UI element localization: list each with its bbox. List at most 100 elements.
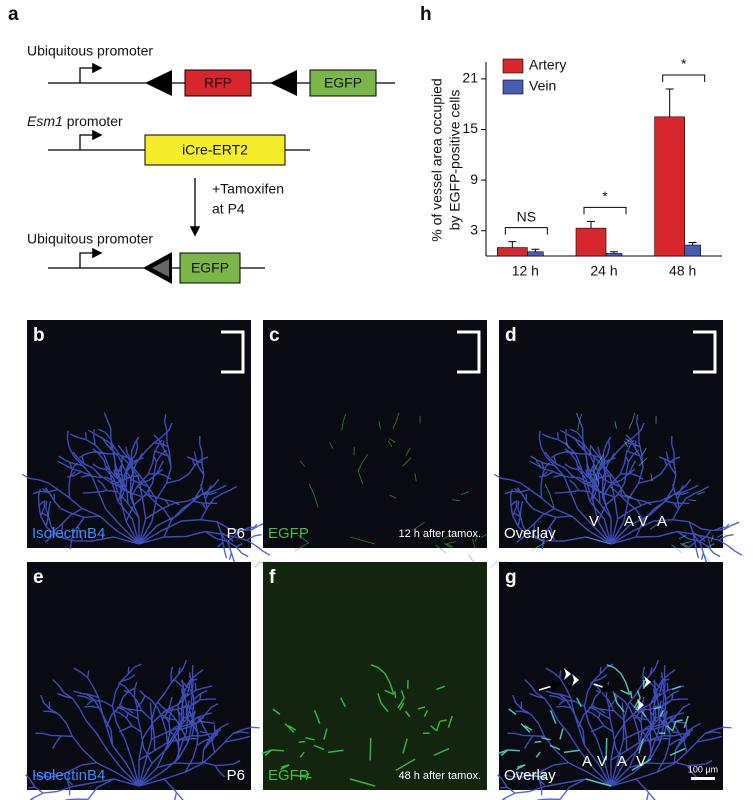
error-bar bbox=[610, 251, 618, 254]
stain-label: Overlay bbox=[504, 525, 556, 542]
vessel-marker: A bbox=[657, 513, 667, 530]
vessel-network bbox=[25, 659, 260, 800]
promoter-suffix: promoter bbox=[67, 113, 123, 129]
gene-label: EGFP bbox=[191, 260, 229, 276]
gene-box bbox=[184, 69, 252, 97]
gene-name: Esm1 bbox=[27, 113, 63, 129]
significance-bracket bbox=[583, 206, 627, 215]
panel-letter: h bbox=[420, 4, 432, 25]
significance-bracket bbox=[662, 74, 706, 82]
panel-letter: e bbox=[33, 567, 44, 588]
loxp bbox=[270, 70, 297, 96]
legend-swatch bbox=[502, 58, 524, 74]
x-tick-label: 12 h bbox=[512, 263, 539, 279]
stain-label: IsolectinB4 bbox=[32, 525, 105, 542]
promoter-arrow bbox=[79, 62, 103, 83]
arrowhead bbox=[572, 674, 579, 686]
vessel-marker: V bbox=[589, 513, 599, 530]
panel-letter: a bbox=[8, 4, 19, 25]
arrow bbox=[538, 680, 562, 693]
loxp bbox=[152, 259, 169, 277]
legend-label: Vein bbox=[529, 78, 556, 94]
vessel-marker: V bbox=[636, 753, 646, 770]
vessel-marker: A bbox=[617, 753, 627, 770]
stain-label: EGFP bbox=[268, 525, 309, 542]
panel-note: 48 h after tamox. bbox=[398, 770, 481, 782]
arrowhead bbox=[644, 676, 651, 688]
panel-letter: d bbox=[505, 325, 517, 346]
panel-background bbox=[499, 562, 723, 790]
significance-label: * bbox=[681, 56, 687, 72]
gene-box bbox=[179, 252, 241, 284]
legend-label: Artery bbox=[529, 57, 566, 73]
region-bracket bbox=[221, 330, 245, 374]
bar bbox=[527, 251, 544, 257]
arrow bbox=[593, 681, 614, 693]
error-bar bbox=[688, 242, 697, 246]
vessel-marker: A bbox=[582, 753, 592, 770]
promoter-label: Esm1 promoter bbox=[27, 113, 123, 129]
vessel-network bbox=[21, 412, 271, 568]
treatment-label: +Tamoxifen bbox=[212, 181, 284, 197]
stain-label: IsolectinB4 bbox=[32, 767, 105, 784]
gene-box bbox=[309, 69, 377, 97]
region-bracket bbox=[693, 330, 717, 374]
error-bar bbox=[531, 248, 540, 252]
bar bbox=[654, 116, 685, 257]
significance-label: * bbox=[602, 188, 608, 204]
stain-label: Overlay bbox=[504, 767, 556, 784]
image-panel: c EGFP 12 h after tamox. bbox=[254, 320, 488, 568]
panel-note: P6 bbox=[227, 525, 245, 542]
vessel-marker: V bbox=[638, 513, 648, 530]
panel-note: P6 bbox=[227, 767, 245, 784]
vessel-marker: V bbox=[597, 753, 607, 770]
panel-letter: c bbox=[269, 325, 280, 346]
image-panel: b IsolectinB4 P6 bbox=[21, 320, 271, 568]
panel-letter: g bbox=[505, 567, 517, 588]
region-bracket bbox=[457, 330, 481, 374]
arrowhead bbox=[637, 699, 644, 711]
significance-bracket bbox=[504, 227, 548, 235]
egfp-signal bbox=[261, 664, 453, 787]
panel-background bbox=[499, 320, 723, 548]
y-tick-label: 3 bbox=[470, 221, 478, 237]
x-tick-label: 48 h bbox=[669, 263, 696, 279]
bar bbox=[575, 227, 607, 257]
promoter-label: Ubiquitous promoter bbox=[27, 231, 153, 247]
gene-label: EGFP bbox=[324, 75, 362, 91]
error-bar bbox=[508, 241, 517, 248]
promoter-arrow bbox=[79, 129, 103, 150]
y-tick-label: 15 bbox=[462, 120, 478, 136]
bar bbox=[684, 244, 701, 257]
panel-note: 12 h after tamox. bbox=[398, 528, 481, 540]
gene-label: RFP bbox=[204, 75, 232, 91]
loxp bbox=[145, 70, 172, 96]
egfp-signal bbox=[497, 664, 689, 787]
bar bbox=[605, 253, 623, 257]
vessel-marker: A bbox=[624, 513, 634, 530]
panel-background bbox=[27, 562, 251, 790]
arrowhead bbox=[564, 668, 571, 680]
gene-box bbox=[144, 134, 286, 166]
gene-label: iCre-ERT2 bbox=[182, 142, 248, 158]
stain-label: EGFP bbox=[268, 767, 309, 784]
panel-letter: b bbox=[33, 325, 45, 346]
egfp-signal bbox=[254, 412, 488, 568]
y-tick-label: 21 bbox=[462, 70, 478, 86]
treatment-label: at P4 bbox=[212, 201, 245, 217]
error-bar bbox=[665, 88, 674, 117]
legend-swatch bbox=[502, 79, 524, 95]
panel-background bbox=[263, 320, 487, 548]
y-tick-label: 9 bbox=[470, 171, 478, 187]
panel-background bbox=[27, 320, 251, 548]
panel-letter: f bbox=[269, 567, 276, 588]
y-axis-label: % of vessel area occupied bbox=[429, 78, 445, 241]
image-panel: f EGFP 48 h after tamox. bbox=[261, 562, 487, 790]
panel-background bbox=[263, 562, 487, 790]
y-axis-title: % of vessel area occupied by EGFP-positiv… bbox=[429, 78, 463, 241]
bar bbox=[497, 247, 528, 257]
promoter-label: Ubiquitous promoter bbox=[27, 43, 153, 59]
